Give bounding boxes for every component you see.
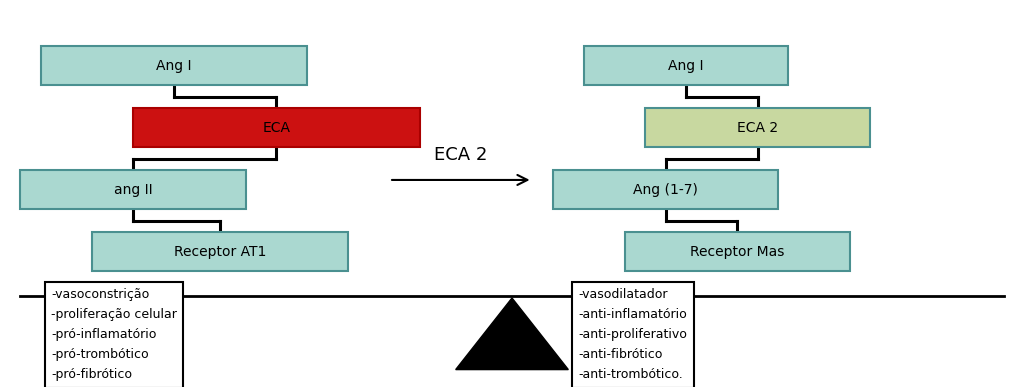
Text: ECA 2: ECA 2 xyxy=(434,146,487,164)
FancyBboxPatch shape xyxy=(584,46,788,85)
Text: Receptor AT1: Receptor AT1 xyxy=(174,245,266,259)
FancyBboxPatch shape xyxy=(625,232,850,271)
Text: ECA: ECA xyxy=(262,121,291,135)
FancyBboxPatch shape xyxy=(20,170,246,209)
FancyBboxPatch shape xyxy=(645,108,870,147)
Text: ECA 2: ECA 2 xyxy=(737,121,778,135)
FancyBboxPatch shape xyxy=(133,108,420,147)
Text: Ang I: Ang I xyxy=(669,59,703,73)
FancyBboxPatch shape xyxy=(41,46,307,85)
Text: Ang (1-7): Ang (1-7) xyxy=(633,183,698,197)
Text: -vasoconstrição
-proliferação celular
-pró-inflamatório
-pró-trombótico
-pró-fib: -vasoconstrição -proliferação celular -p… xyxy=(51,288,177,381)
FancyBboxPatch shape xyxy=(553,170,778,209)
Polygon shape xyxy=(456,298,568,370)
Text: -vasodilatador
-anti-inflamatório
-anti-proliferativo
-anti-fibrótico
-anti-trom: -vasodilatador -anti-inflamatório -anti-… xyxy=(579,288,687,381)
Text: Receptor Mas: Receptor Mas xyxy=(690,245,784,259)
FancyBboxPatch shape xyxy=(92,232,348,271)
Text: Ang I: Ang I xyxy=(157,59,191,73)
Text: ang II: ang II xyxy=(114,183,153,197)
